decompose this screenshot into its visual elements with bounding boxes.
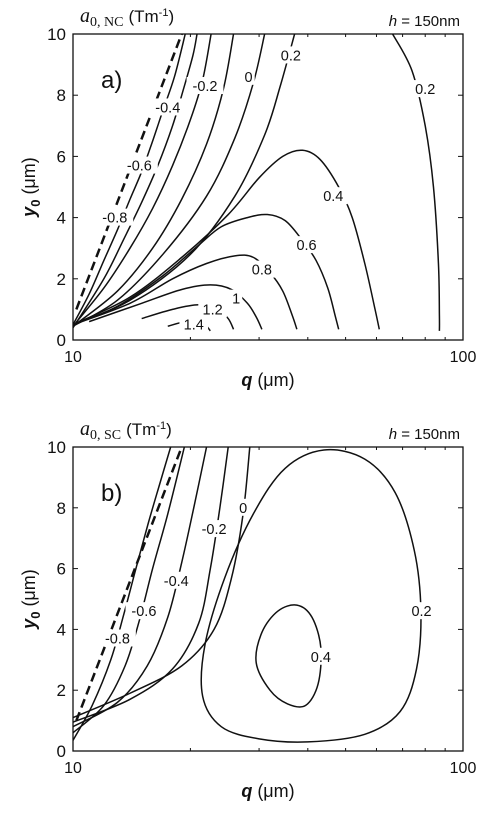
contour-label: 0 [245,70,253,86]
contour-label: -0.8 [102,211,127,227]
contour-line [73,447,172,741]
y-tick-label: 6 [57,560,66,579]
panel-label: a) [101,67,122,94]
y-axis-label: y0 (μm) [19,157,43,218]
contour-label-bg [125,602,163,620]
contour-label-bg [242,67,255,85]
contour-label-bg [186,77,224,95]
contour-label-bg [179,315,209,333]
contour-label: 0.2 [281,48,301,64]
contour-label: -0.6 [127,159,152,175]
contour-label-bg [230,289,243,307]
contour-label: 0 [239,501,247,517]
contour-label: -0.4 [155,100,180,116]
contour-label-bg [195,520,233,538]
panel-b: a0, SC (Tm-1) h = 150nm 0 2 4 6 8 10 10 100 q (μm) y… [19,418,476,801]
y-tick-label: 8 [57,499,66,518]
contour-line [73,34,198,329]
panel-title: a0, SC (Tm-1) [80,418,172,443]
contour-label: 0.6 [296,238,316,254]
y-tick-label: 4 [57,620,66,639]
contour-group [73,447,422,743]
contour-label: -0.6 [131,604,156,620]
contour-label-bg [319,187,348,205]
contour-label: 0.4 [311,650,331,666]
contour-line [73,213,340,330]
y-tick-label: 6 [57,147,66,166]
contour-label: -0.2 [202,522,227,538]
contour-label: -0.8 [105,632,130,648]
y-tick-label: 0 [57,742,66,761]
contour-label-bg [276,46,306,64]
x-tick-label: 10 [64,760,82,777]
y-tick-label: 10 [47,438,66,457]
contour-label: 0.4 [323,189,343,205]
contour-line [73,447,208,728]
y-tick-label: 8 [57,86,66,105]
contour-line [200,448,422,743]
contour-line [73,149,381,330]
contour-line [73,254,298,330]
contour-label-bg [149,98,187,116]
contour-line [73,34,296,326]
contour-label-bg [247,260,277,278]
y-tick-label: 4 [57,209,66,228]
contour-label: -0.4 [164,574,189,590]
plot-frame [72,446,464,752]
contour-label-bg [121,156,158,174]
y-tick-label: 2 [57,681,66,700]
contour-label: 0.8 [252,263,272,279]
contour-label: -0.2 [192,79,217,95]
x-axis-label: q (μm) [241,781,294,801]
dashed-boundary-line [75,447,183,722]
thickness-annotation: h = 150nm [389,13,460,30]
plot-frame [72,33,464,341]
contour-line [88,284,263,330]
contour-line [73,34,186,326]
contour-label-bg [407,602,436,620]
contour-label: 1 [232,292,240,308]
contour-label: 0.2 [411,604,431,620]
panel-title: a0, NC (Tm-1) [80,5,174,30]
contour-label-bg [292,236,321,254]
contour-label-bg [306,647,336,665]
x-tick-label: 10 [64,349,82,366]
contour-line [73,447,229,723]
contour-label: 1.4 [184,318,204,334]
y-axis-label: y0 (μm) [19,569,43,630]
contour-label-bg [410,80,440,98]
contour-label: 0.2 [415,82,435,98]
contour-label-bg [198,300,227,318]
y-tick-label: 2 [57,270,66,289]
contour-group [73,34,441,332]
thickness-annotation: h = 150nm [389,426,460,443]
contour-label-bg [157,571,195,589]
contour-line [391,34,441,331]
contour-label-bg [96,208,134,226]
panel-label: b) [101,480,122,507]
contour-label-bg [99,629,136,647]
contour-label: 1.2 [203,302,223,318]
contour-line [73,447,186,734]
y-tick-label: 10 [47,25,66,44]
x-tick-label: 100 [450,760,477,777]
x-axis-label: q (μm) [241,370,294,390]
y-tick-label: 0 [57,331,66,350]
contour-line [255,604,322,708]
x-tick-label: 100 [450,349,477,366]
contour-label-bg [237,498,250,516]
